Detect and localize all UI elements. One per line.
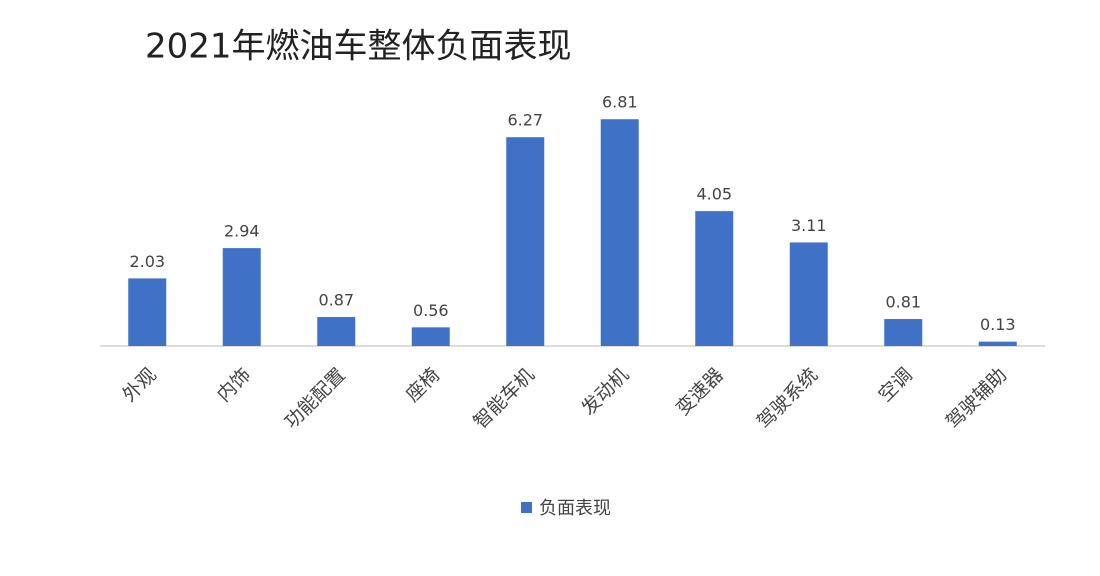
data-label: 6.81: [602, 93, 638, 112]
data-label: 0.13: [980, 315, 1016, 334]
chart-title: 2021年燃油车整体负面表现: [145, 27, 572, 67]
bar: [128, 278, 167, 346]
legend-label: 负面表现: [539, 498, 611, 519]
data-label: 2.03: [129, 252, 165, 271]
bar: [506, 137, 545, 346]
bar: [695, 211, 734, 346]
legend-swatch: [521, 502, 532, 513]
bar: [222, 248, 261, 346]
data-label: 2.94: [224, 222, 260, 241]
data-label: 0.56: [413, 301, 449, 320]
bar: [600, 119, 639, 347]
data-label: 6.27: [507, 111, 543, 130]
data-label: 3.11: [791, 216, 827, 235]
bar: [317, 317, 356, 346]
bar: [789, 242, 828, 346]
bar: [411, 327, 450, 346]
bar: [884, 319, 923, 346]
data-label: 0.87: [318, 291, 354, 310]
data-label: 4.05: [696, 185, 732, 204]
bar: [978, 341, 1017, 346]
data-label: 0.81: [885, 293, 921, 312]
